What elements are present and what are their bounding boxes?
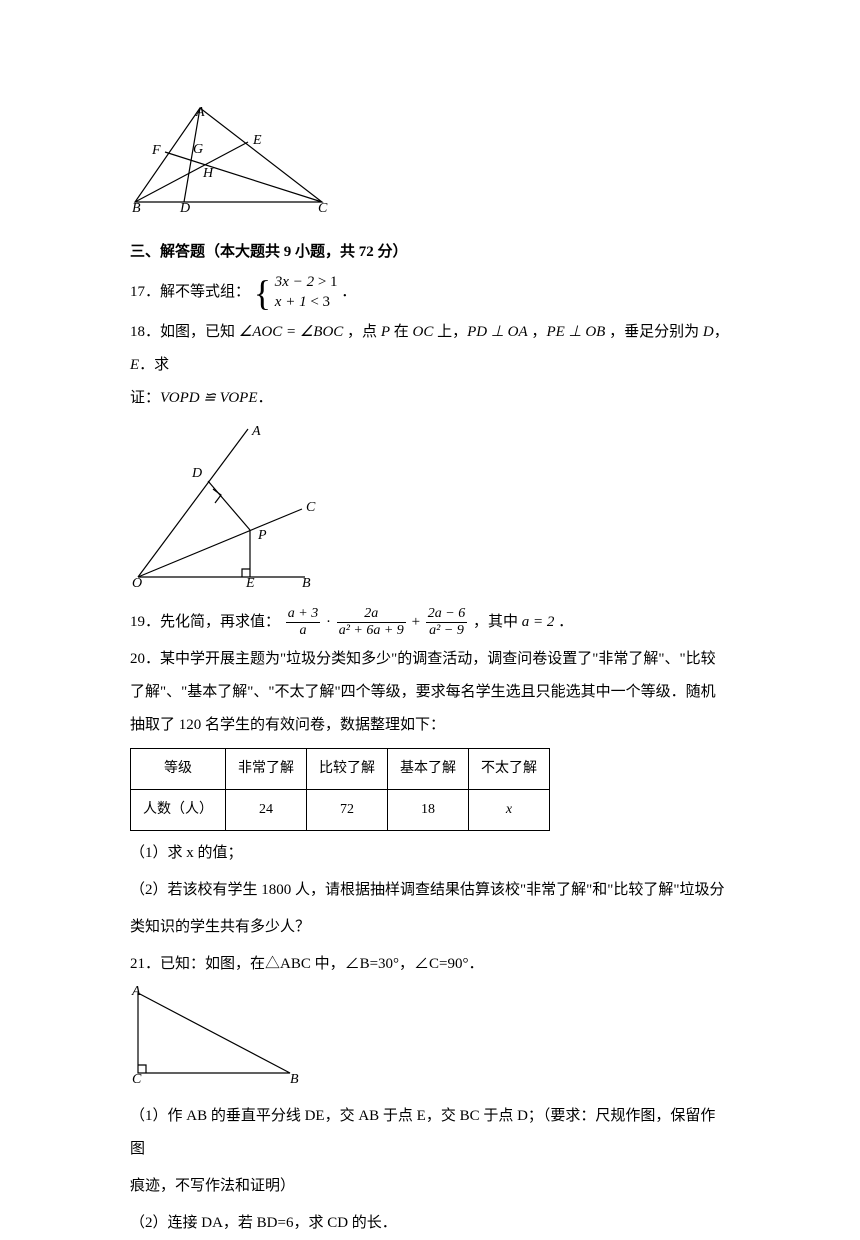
figure-q16: A B C D E F G H [130,104,730,227]
label-F: F [151,143,161,158]
section-header: 三、解答题（本大题共 9 小题，共 72 分） [130,237,730,267]
q18-t5: ， [528,324,547,340]
q20-sub2a: （2）若该校有学生 1800 人，请根据抽样调查结果估算该校"非常了解"和"比较… [130,874,730,907]
q17-period: ． [341,284,356,300]
label-O: O [132,576,142,591]
q18-t2: ，点 [343,324,381,340]
figure-q21: A B C [130,985,730,1096]
table-row: 等级 非常了解 比较了解 基本了解 不太了解 [131,749,550,790]
q19-f2n: 2a [337,607,406,623]
q21-sub2: （2）连接 DA，若 BD=6，求 CD 的长． [130,1207,730,1240]
q21-sub1a: （1）作 AB 的垂直平分线 DE，交 AB 于点 E，交 BC 于点 D；（要… [130,1100,730,1166]
q18-m6: D [703,324,714,340]
q18-m7: E [130,357,139,373]
q18-m2: P [381,324,390,340]
q17-eq1-lhs: 3x − 2 [275,274,314,290]
label-C2: C [306,500,316,515]
q17-system: { 3x − 2 > 1 x + 1 < 3 [254,273,338,312]
q20-sub2b: 类知识的学生共有多少人？ [130,911,730,944]
label-B3: B [290,1072,299,1085]
q18-m4: PD ⊥ OA [467,324,528,340]
triangle-abc-fghed: A B C D E F G H [130,104,330,216]
label-H: H [202,166,214,181]
table-cell: 18 [388,790,469,831]
q17-eq1-rhs: 1 [330,274,338,290]
q19-plus: + [412,614,420,630]
figure-q18: O A B C D E P [130,419,730,602]
angle-bisector-figure: O A B C D E P [130,419,330,591]
q17-eq2-lhs: x + 1 [275,294,307,310]
table-header: 不太了解 [469,749,550,790]
label-B: B [132,201,141,216]
problem-20: 20．某中学开展主题为"垃圾分类知多少"的调查活动，调查问卷设置了"非常了解"、… [130,643,730,742]
q18-t1: 18．如图，已知 [130,324,239,340]
q20-line1: 20．某中学开展主题为"垃圾分类知多少"的调查活动，调查问卷设置了"非常了解"、… [130,643,730,676]
table-row: 人数（人） 24 72 18 x [131,790,550,831]
label-E2: E [245,576,255,591]
q18-m5: PE ⊥ OB [546,324,605,340]
label-G: G [193,142,203,157]
q17-eq2-op: < [310,294,318,310]
q19-f1d: a [286,623,320,638]
q20-line3: 抽取了 120 名学生的有效问卷，数据整理如下： [130,709,730,742]
label-D2: D [191,466,202,481]
problem-19: 19．先化简，再求值： a + 3a · 2aa² + 6a + 9 + 2a … [130,606,730,639]
q17-eq2-rhs: 3 [323,294,331,310]
q18-m8: VOPD ≌ VOPE [160,390,258,406]
q19-frac1: a + 3a [286,607,320,638]
q18-m1: ∠AOC = ∠BOC [239,324,344,340]
q19-period: ． [554,614,573,630]
q20-sub1: （1）求 x 的值； [130,837,730,870]
label-A2: A [251,424,261,439]
label-C: C [318,201,328,216]
q18-t7: ， [714,324,729,340]
q17-eq1-op: > [318,274,326,290]
table-cell: x [469,790,550,831]
q18-t3: 在 [390,324,413,340]
q19-dot: · [326,614,331,630]
table-header: 等级 [131,749,226,790]
problem-21: 21．已知：如图，在△ABC 中，∠B=30°，∠C=90°． [130,948,730,981]
label-B2: B [302,576,311,591]
label-C3: C [132,1072,142,1085]
q19-cond: a = 2 [522,614,555,630]
q19-frac2: 2aa² + 6a + 9 [337,607,406,638]
label-A3: A [131,985,141,999]
label-D: D [179,201,190,216]
q18-t9: 证： [130,390,160,406]
q18-t4: 上， [433,324,467,340]
q18-t10: ． [258,390,273,406]
table-cell: 72 [307,790,388,831]
label-E: E [252,133,262,148]
q21-sub1b: 痕迹，不写作法和证明） [130,1170,730,1203]
q19-f2d: a² + 6a + 9 [337,623,406,638]
q18-m3: OC [413,324,434,340]
q19-f1n: a + 3 [286,607,320,623]
table-header: 基本了解 [388,749,469,790]
label-A: A [195,105,205,120]
problem-17: 17．解不等式组： { 3x − 2 > 1 x + 1 < 3 ． [130,273,730,312]
table-cell: 人数（人） [131,790,226,831]
q19-f3d: a² − 9 [426,623,467,638]
q19-f3n: 2a − 6 [426,607,467,623]
q19-prefix: 19．先化简，再求值： [130,614,280,630]
right-triangle-abc: A B C [130,985,300,1085]
q18-t6: ，垂足分别为 [605,324,703,340]
q19-mid: ，其中 [473,614,522,630]
q19-frac3: 2a − 6a² − 9 [426,607,467,638]
q20-table: 等级 非常了解 比较了解 基本了解 不太了解 人数（人） 24 72 18 x [130,748,550,831]
q20-line2: 了解"、"基本了解"、"不太了解"四个等级，要求每名学生选且只能选其中一个等级．… [130,676,730,709]
table-header: 非常了解 [226,749,307,790]
q17-prefix: 17．解不等式组： [130,284,250,300]
table-header: 比较了解 [307,749,388,790]
label-P: P [257,528,267,543]
problem-18: 18．如图，已知 ∠AOC = ∠BOC ，点 P 在 OC 上，PD ⊥ OA… [130,316,730,415]
q18-t8: ．求 [139,357,169,373]
table-cell: 24 [226,790,307,831]
